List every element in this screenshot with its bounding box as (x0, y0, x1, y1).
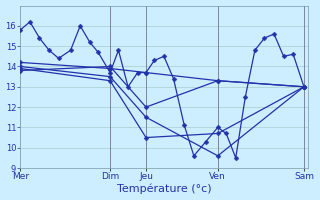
X-axis label: Température (°c): Température (°c) (116, 184, 211, 194)
